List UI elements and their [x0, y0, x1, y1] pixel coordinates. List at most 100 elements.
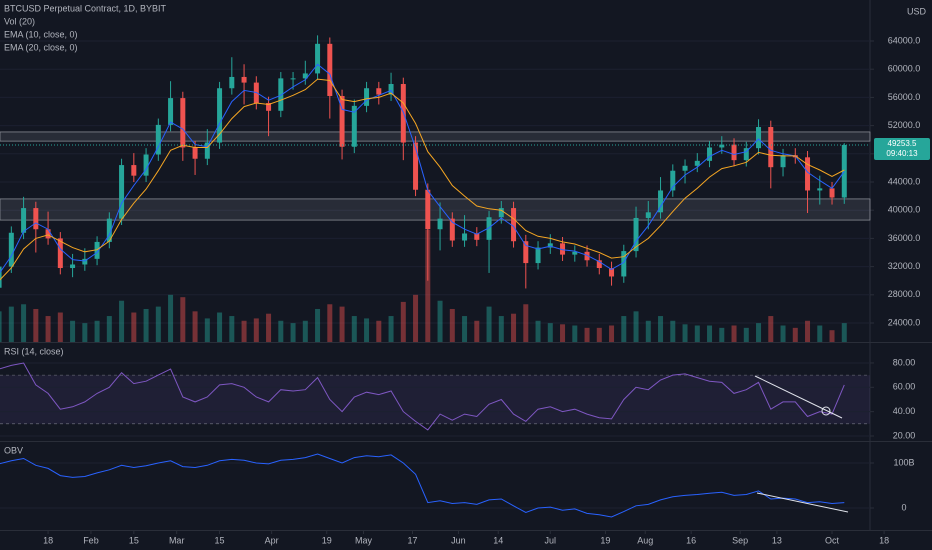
candle-body: [780, 155, 786, 168]
candle-body: [425, 189, 431, 230]
candle-body: [609, 268, 615, 277]
y-tick-label: 52000.0: [888, 120, 921, 130]
x-tick-label: 19: [600, 535, 610, 545]
volume-bar: [731, 325, 737, 342]
candle-body: [45, 229, 51, 239]
volume-bar: [290, 323, 296, 342]
candle-body: [302, 73, 308, 79]
volume-bar: [131, 312, 137, 342]
candle-body: [486, 217, 492, 240]
x-tick-label: Jul: [545, 535, 557, 545]
volume-bar: [658, 316, 664, 342]
volume-bar: [768, 316, 774, 342]
candle-body: [633, 217, 639, 252]
volume-bar: [535, 320, 541, 342]
legend-entry: Vol (20): [4, 16, 35, 26]
volume-bar: [719, 327, 725, 342]
volume-bar: [805, 320, 811, 342]
candle-body: [841, 144, 847, 198]
y-tick-label: 36000.0: [888, 233, 921, 243]
y-tick-label: 80.00: [893, 357, 916, 367]
candle-body: [21, 208, 27, 233]
candle-body: [511, 208, 517, 242]
volume-bar: [364, 318, 370, 342]
volume-bar: [143, 308, 149, 342]
candle-body: [229, 76, 235, 89]
y-tick-label: 44000.0: [888, 176, 921, 186]
volume-bar: [70, 320, 76, 342]
legend-entry: EMA (20, close, 0): [4, 42, 78, 52]
volume-bar: [486, 306, 492, 342]
volume-bar: [645, 320, 651, 342]
y-tick-label: 28000.0: [888, 289, 921, 299]
volume-bar: [437, 300, 443, 342]
x-tick-label: 17: [407, 535, 417, 545]
last-price-label: 49253.5: [888, 139, 917, 148]
volume-bar: [229, 316, 235, 342]
candle-body: [119, 165, 125, 219]
volume-bar: [21, 304, 27, 342]
x-tick-label: May: [355, 535, 373, 545]
candle-body: [535, 247, 541, 264]
y-tick-label: 20.00: [893, 430, 916, 440]
candle-body: [278, 78, 284, 111]
candle-body: [8, 232, 14, 267]
y-tick-label: 56000.0: [888, 92, 921, 102]
candle-body: [376, 88, 382, 95]
volume-bar: [621, 316, 627, 342]
volume-bar: [694, 325, 700, 342]
y-tick-label: 100B: [893, 457, 914, 467]
volume-bar: [449, 308, 455, 342]
x-tick-label: Apr: [265, 535, 279, 545]
candle-body: [217, 88, 223, 143]
candle-body: [756, 127, 762, 149]
x-tick-label: 13: [772, 535, 782, 545]
candle-body: [437, 218, 443, 230]
countdown: 09:40:13: [886, 149, 918, 158]
candle-body: [143, 154, 149, 176]
candle-body: [707, 147, 713, 161]
obv-trendline: [756, 492, 849, 513]
candle-body: [645, 212, 651, 218]
legend-entry: EMA (10, close, 0): [4, 29, 78, 39]
candle-body: [290, 78, 296, 80]
candle-body: [155, 124, 161, 155]
x-tick-label: Feb: [83, 535, 99, 545]
y-tick-label: 32000.0: [888, 261, 921, 271]
candle-body: [449, 218, 455, 241]
volume-bar: [168, 294, 174, 342]
volume-bar: [511, 313, 517, 342]
volume-bar: [388, 316, 394, 342]
volume-bar: [119, 300, 125, 342]
volume-bar: [351, 316, 357, 342]
candle-body: [266, 103, 272, 111]
candle-body: [82, 258, 88, 265]
x-tick-label: 14: [493, 535, 503, 545]
x-tick-label: Aug: [637, 535, 653, 545]
candle-body: [168, 98, 174, 125]
volume-bar: [180, 297, 186, 342]
candle-body: [658, 190, 664, 213]
candle-body: [339, 95, 345, 147]
candle-body: [743, 148, 749, 161]
volume-bar: [266, 313, 272, 342]
volume-bar: [817, 325, 823, 342]
volume-bar: [155, 306, 161, 342]
volume-bar: [498, 316, 504, 342]
candle-body: [817, 188, 823, 191]
candle-body: [829, 188, 835, 198]
volume-bar: [523, 304, 529, 342]
candle-body: [315, 43, 321, 74]
rsi-band: [0, 375, 870, 424]
volume-bar: [204, 318, 210, 342]
y-tick-label: 24000.0: [888, 317, 921, 327]
x-tick-label: Oct: [825, 535, 840, 545]
last-price-box: [874, 137, 930, 160]
volume-bar: [376, 320, 382, 342]
x-tick-label: 15: [215, 535, 225, 545]
plot: 24000.0 28000.0 32000.0 36000.0 40000.0 44000…: [0, 35, 920, 545]
candle-body: [413, 142, 419, 190]
price-zone: [0, 131, 871, 142]
volume-bar: [670, 320, 676, 342]
x-tick-label: 15: [129, 535, 139, 545]
